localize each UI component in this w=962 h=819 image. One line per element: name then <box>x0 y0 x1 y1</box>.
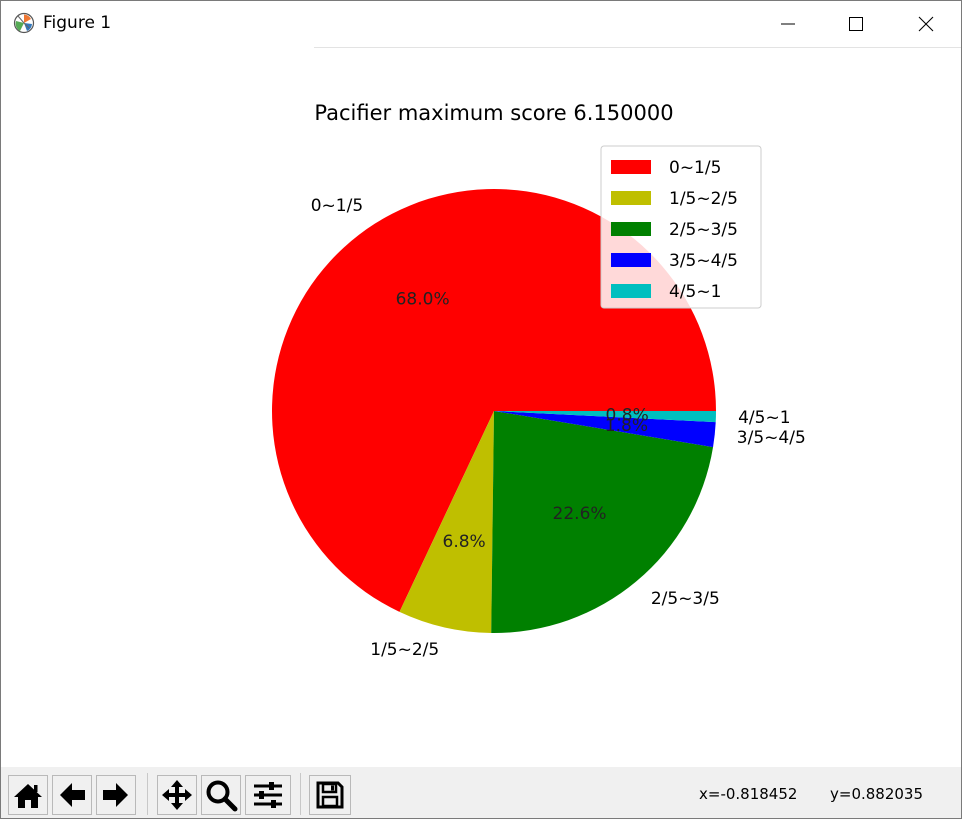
configure-subplots-button[interactable] <box>245 775 291 815</box>
legend-swatch <box>611 222 651 236</box>
pan-button[interactable] <box>157 775 197 815</box>
pie-percent-label: 6.8% <box>443 532 486 552</box>
legend-swatch <box>611 191 651 205</box>
home-button[interactable] <box>8 775 48 815</box>
legend-swatch <box>611 160 651 174</box>
legend-swatch <box>611 253 651 267</box>
maximize-button[interactable] <box>833 1 879 47</box>
pie-category-label: 0~1/5 <box>311 196 363 216</box>
zoom-button[interactable] <box>201 775 241 815</box>
menu-divider <box>314 47 961 48</box>
legend-entry-label: 3/5~4/5 <box>669 251 738 271</box>
legend-entry-label: 2/5~3/5 <box>669 220 738 240</box>
pan-move-icon <box>162 780 192 810</box>
legend-entry-label: 0~1/5 <box>669 158 721 178</box>
forward-button[interactable] <box>96 775 136 815</box>
figure-canvas[interactable]: Pacifier maximum score 6.150000 68.0% 0~1/… <box>1 48 961 767</box>
save-button[interactable] <box>309 775 351 815</box>
close-button[interactable] <box>903 1 949 47</box>
minimize-button[interactable] <box>765 1 811 47</box>
pie-category-label: 2/5~3/5 <box>651 589 720 609</box>
pie-slice-4 <box>494 411 716 448</box>
pie-percent-label: 0.8% <box>606 405 649 425</box>
arrow-right-icon <box>103 783 128 807</box>
zoom-magnifier-icon <box>206 780 238 812</box>
legend-entry-label: 4/5~1 <box>669 282 721 302</box>
home-icon <box>14 784 42 808</box>
cursor-x-readout: x=-0.818452 <box>699 785 798 803</box>
pie-slice-5 <box>494 411 716 423</box>
pie-percent-label: 1.8% <box>605 416 648 436</box>
pie-category-label: 3/5~4/5 <box>737 428 806 448</box>
maximize-icon <box>849 17 863 31</box>
save-floppy-icon <box>316 781 344 809</box>
minimize-icon <box>781 23 795 25</box>
pie-category-label: 1/5~2/5 <box>370 640 439 660</box>
arrow-left-icon <box>60 783 85 807</box>
pie-slice-2 <box>399 411 494 633</box>
legend-swatch <box>611 284 651 298</box>
pie-chart: Pacifier maximum score 6.150000 68.0% 0~1/… <box>272 101 806 660</box>
legend-box <box>600 145 762 309</box>
pie-percent-label: 68.0% <box>396 290 450 310</box>
back-button[interactable] <box>52 775 92 815</box>
navigation-toolbar: x=-0.818452 y=0.882035 <box>1 767 961 818</box>
toolbar-separator <box>147 773 148 815</box>
title-bar[interactable]: Figure 1 <box>1 1 961 47</box>
cursor-y-readout: y=0.882035 <box>830 785 924 803</box>
sliders-icon <box>254 782 282 808</box>
close-icon <box>918 16 934 32</box>
legend-entry-label: 1/5~2/5 <box>669 189 738 209</box>
pie-percent-label: 22.6% <box>553 504 607 524</box>
pie-category-label: 4/5~1 <box>738 408 790 428</box>
pie-slice-3 <box>491 411 714 633</box>
toolbar-separator <box>300 773 301 815</box>
chart-title: Pacifier maximum score 6.150000 <box>314 101 673 125</box>
matplotlib-logo-icon <box>13 12 35 34</box>
window-title: Figure 1 <box>43 13 112 33</box>
